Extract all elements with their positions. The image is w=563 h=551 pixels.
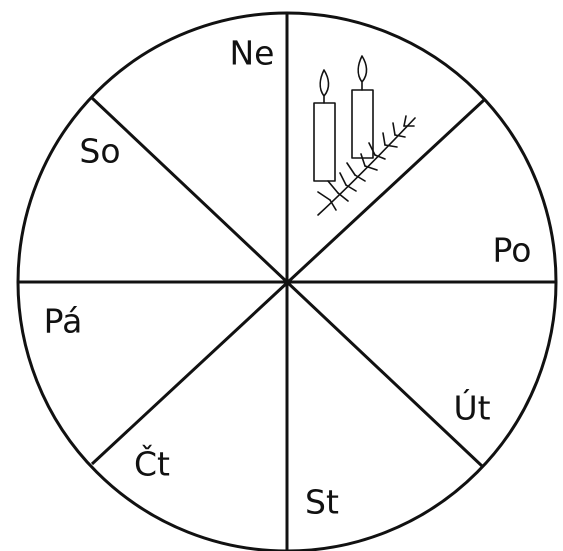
advent-candles <box>314 56 415 215</box>
day-label: Ne <box>230 34 275 73</box>
day-label: Út <box>453 388 490 428</box>
day-label: Čt <box>134 444 170 484</box>
page: Ne Po Út St Čt Pá So (() => { const data… <box>0 0 563 551</box>
day-label: Pá <box>44 302 83 341</box>
day-label: St <box>305 483 339 522</box>
day-label: So <box>79 132 120 171</box>
day-label: Po <box>493 231 532 270</box>
day-wheel: Ne Po Út St Čt Pá So <box>0 0 563 551</box>
